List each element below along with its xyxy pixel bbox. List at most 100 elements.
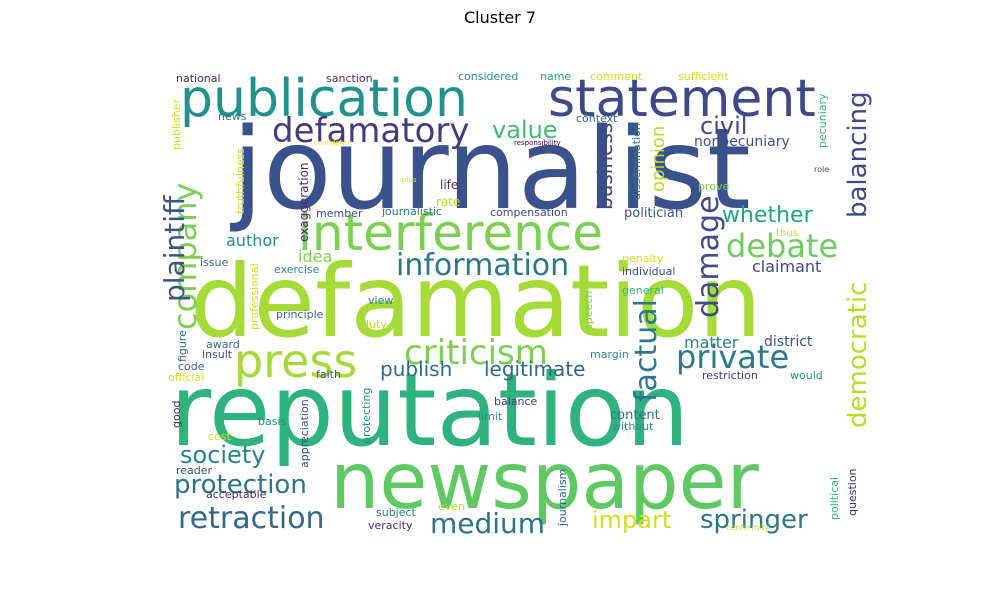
word-content: content bbox=[610, 408, 660, 423]
word-defamation: defamation bbox=[190, 243, 762, 360]
word-subject: subject bbox=[376, 506, 417, 519]
word-good: good bbox=[170, 401, 183, 428]
word-news: news bbox=[218, 110, 247, 123]
word-publication: publication bbox=[180, 69, 468, 129]
word-code: code bbox=[178, 360, 205, 373]
word-reader: reader bbox=[176, 464, 213, 477]
word-professional: professional bbox=[248, 263, 261, 330]
word-factual: factual bbox=[629, 299, 664, 402]
word-information: information bbox=[396, 248, 569, 283]
word-plus: plus bbox=[402, 176, 417, 184]
word-insult: insult bbox=[202, 348, 233, 361]
word-member: member bbox=[316, 207, 363, 220]
word-impart: impart bbox=[592, 506, 671, 534]
word-private: private bbox=[676, 338, 789, 376]
word-figure: figure bbox=[176, 330, 189, 362]
word-conformity: conformity bbox=[726, 523, 769, 532]
word-district: district bbox=[764, 334, 813, 350]
word-statement: statement bbox=[548, 69, 816, 129]
word-retraction: retraction bbox=[178, 501, 325, 536]
word-debate: debate bbox=[726, 227, 838, 265]
word-veracity: veracity bbox=[368, 519, 413, 532]
word-faith: faith bbox=[316, 368, 341, 381]
word-newspaper: newspaper bbox=[330, 437, 760, 527]
word-value: value bbox=[492, 116, 558, 144]
word-criticism: criticism bbox=[404, 333, 548, 373]
word-political: political bbox=[828, 477, 841, 520]
word-opinion: opinion bbox=[648, 126, 669, 192]
chart-title: Cluster 7 bbox=[463, 8, 537, 27]
word-comment: comment bbox=[590, 70, 643, 83]
word-cost: cost bbox=[208, 430, 232, 443]
word-acceptable: acceptable bbox=[206, 488, 267, 501]
word-sufficient: sufficient bbox=[678, 70, 729, 83]
word-would: would bbox=[790, 369, 823, 382]
word-journalistic: journalistic bbox=[381, 205, 442, 218]
word-life: life bbox=[440, 178, 458, 192]
word-appreciation: appreciation bbox=[298, 399, 311, 468]
word-springer: springer bbox=[700, 505, 808, 535]
word-publisher: publisher bbox=[170, 98, 183, 150]
word-individual: individual bbox=[622, 265, 675, 278]
word-view: view bbox=[368, 294, 393, 307]
word-confidence: confidence bbox=[314, 139, 352, 147]
word-national: national bbox=[176, 72, 221, 85]
word-restriction: restriction bbox=[702, 369, 758, 382]
word-award: award bbox=[206, 338, 240, 351]
word-without: without bbox=[612, 420, 654, 433]
word-dissemination: dissemination bbox=[630, 123, 643, 200]
word-matter: matter bbox=[684, 333, 739, 352]
word-democratic: democratic bbox=[843, 282, 873, 428]
word-basis: basis bbox=[258, 415, 287, 428]
word-thus: thus bbox=[776, 228, 798, 239]
word-protection: protection bbox=[174, 470, 307, 500]
word-general: general bbox=[622, 284, 664, 297]
word-business: business bbox=[593, 123, 617, 210]
word-balancing: balancing bbox=[843, 91, 873, 218]
word-truthfulness: truthfulness bbox=[234, 148, 247, 214]
word-civil: civil bbox=[700, 112, 747, 140]
word-rate: rate bbox=[436, 195, 460, 209]
word-whether: whether bbox=[722, 203, 814, 228]
word-reputation: reputation bbox=[170, 352, 689, 469]
word-legitimate: legitimate bbox=[484, 357, 585, 381]
word-journalism: journalism bbox=[556, 469, 569, 527]
word-duty: duty bbox=[362, 318, 387, 331]
word-damage: damage bbox=[691, 195, 726, 318]
word-speech: speech bbox=[582, 291, 595, 330]
word-society: society bbox=[180, 441, 265, 469]
word-defamatory: defamatory bbox=[272, 111, 470, 151]
word-claimant: claimant bbox=[752, 257, 821, 276]
word-idea: idea bbox=[298, 247, 332, 266]
word-exercise: exercise bbox=[274, 263, 320, 276]
word-role: role bbox=[814, 165, 829, 174]
word-considered: considered bbox=[458, 70, 518, 83]
word-penalty: penalty bbox=[622, 252, 664, 265]
word-press: press bbox=[234, 334, 357, 388]
word-principle: principle bbox=[276, 308, 324, 321]
word-medium: medium bbox=[430, 507, 545, 540]
word-context: context bbox=[576, 112, 618, 125]
word-sanction: sanction bbox=[326, 72, 373, 85]
word-margin: margin bbox=[590, 348, 629, 361]
word-journalist: journalist bbox=[229, 105, 751, 235]
word-even: even bbox=[438, 500, 465, 513]
word-compensation: compensation bbox=[490, 206, 568, 219]
word-limit: limit bbox=[478, 410, 503, 423]
word-protecting: protecting bbox=[360, 388, 373, 444]
word-company: company bbox=[166, 183, 204, 330]
word-exaggeration: exaggeration bbox=[297, 162, 311, 242]
word-publish: publish bbox=[380, 357, 452, 381]
word-plaintiff: plaintiff bbox=[158, 195, 191, 302]
word-prove: prove bbox=[698, 180, 730, 193]
word-name: name bbox=[540, 70, 571, 83]
word-pecuniary: pecuniary bbox=[816, 93, 829, 148]
word-question: question bbox=[846, 468, 859, 516]
word-author: author bbox=[226, 231, 279, 250]
word-official: official bbox=[168, 371, 204, 384]
word-balance: balance bbox=[494, 395, 538, 408]
word-politician: politician bbox=[624, 206, 683, 221]
word-issue: issue bbox=[200, 256, 228, 269]
word-nonpecuniary: nonpecuniary bbox=[694, 134, 790, 150]
